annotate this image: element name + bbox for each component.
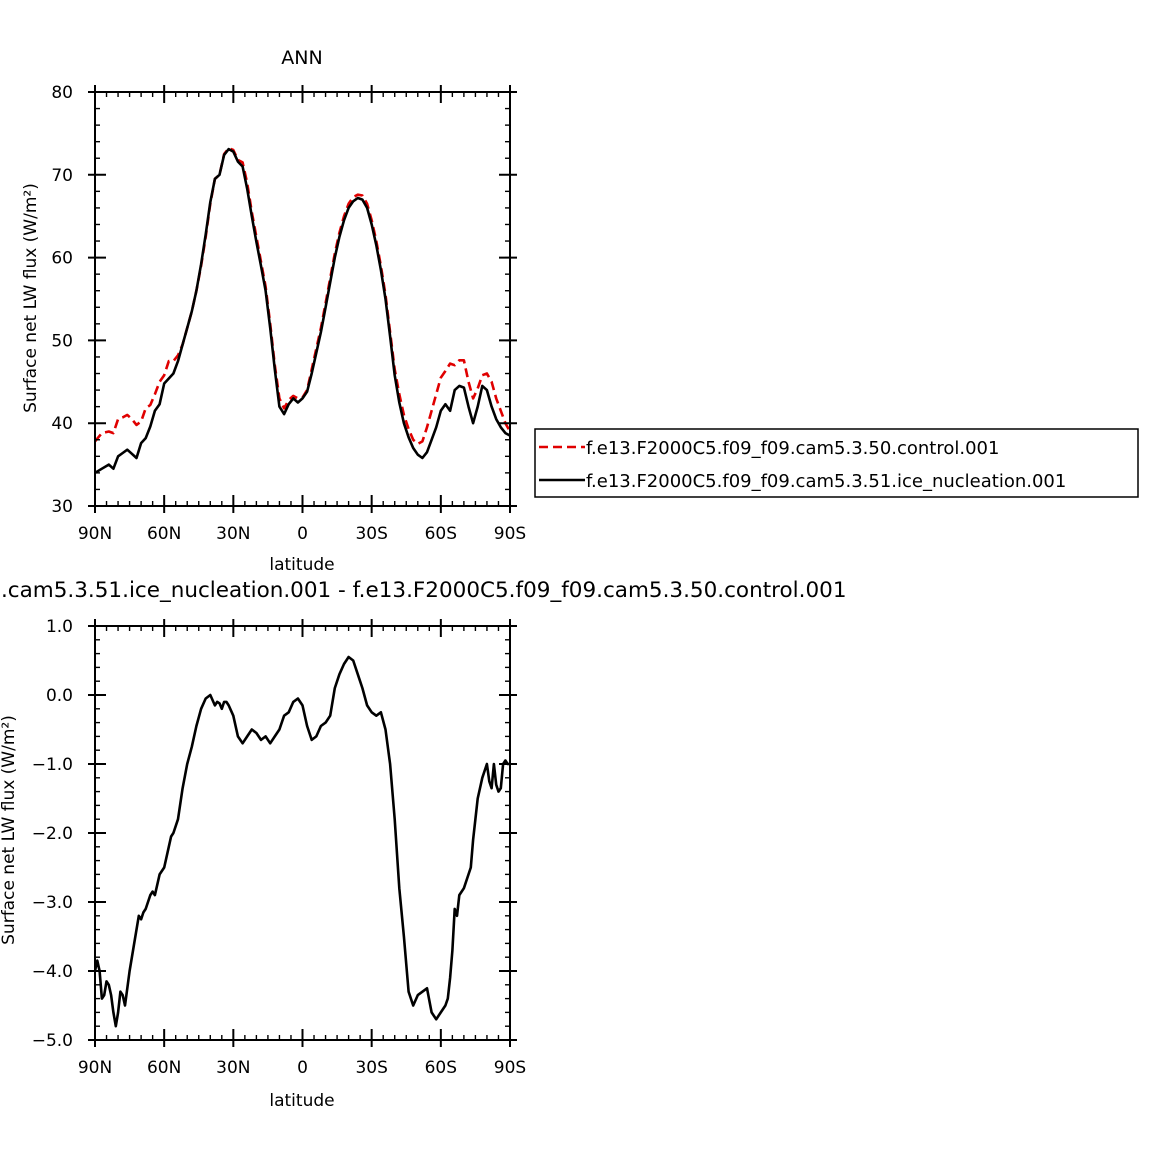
top-panel-y-axis-label: Surface net LW flux (W/m²)	[21, 183, 41, 413]
bottom-panel-axes: 90N 60N 30N 0 30S 60S 90S −5.0 −4.0 −3.0 −2.0 −1.0 0…	[32, 617, 527, 1078]
top-y-tick-label: 40	[51, 414, 73, 434]
top-panel: ANN 90N 60N 30N 0 30S 60S 90S 30 40 50 60 70 80 lati…	[21, 47, 526, 575]
bottom-series-line-difference	[95, 655, 510, 1028]
top-panel-series	[95, 147, 510, 475]
bottom-x-tick-label: 90S	[494, 1058, 526, 1078]
bottom-y-tick-label: −4.0	[32, 962, 73, 982]
bottom-y-tick-label: −1.0	[32, 755, 73, 775]
bottom-x-tick-label: 60N	[147, 1058, 181, 1078]
top-x-tick-label: 30S	[355, 524, 387, 544]
bottom-y-tick-label: −2.0	[32, 824, 73, 844]
bottom-x-tick-label: 60S	[425, 1058, 457, 1078]
bottom-panel-title: f.e13.F2000C5.f09_f09.cam5.3.51.ice_nucl…	[0, 578, 847, 603]
legend-entry-ice-nucleation: f.e13.F2000C5.f09_f09.cam5.3.51.ice_nucl…	[586, 471, 1066, 492]
bottom-y-tick-label: −5.0	[32, 1031, 73, 1051]
bottom-x-tick-label: 30N	[216, 1058, 250, 1078]
top-plot-frame	[94, 91, 511, 507]
bottom-plot-frame	[94, 625, 511, 1041]
legend: f.e13.F2000C5.f09_f09.cam5.3.50.control.…	[534, 428, 1139, 498]
bottom-panel: f.e13.F2000C5.f09_f09.cam5.3.51.ice_nucl…	[0, 578, 847, 1111]
legend-entry-control: f.e13.F2000C5.f09_f09.cam5.3.50.control.…	[586, 438, 999, 459]
top-panel-x-axis-label: latitude	[269, 555, 334, 575]
top-x-tick-label: 60N	[147, 524, 181, 544]
legend-box	[534, 428, 1139, 498]
top-y-tick-label: 80	[51, 83, 73, 103]
top-x-tick-label: 90N	[78, 524, 112, 544]
top-y-tick-label: 30	[51, 497, 73, 517]
bottom-y-tick-label: 1.0	[46, 617, 73, 637]
bottom-x-tick-label: 0	[297, 1058, 308, 1078]
bottom-panel-x-axis-label: latitude	[269, 1091, 334, 1111]
bottom-panel-series	[95, 655, 510, 1028]
top-panel-axes: 90N 60N 30N 0 30S 60S 90S 30 40 50 60 70 80	[51, 83, 526, 544]
top-x-tick-label: 90S	[494, 524, 526, 544]
top-y-tick-label: 50	[51, 331, 73, 351]
top-panel-title: ANN	[281, 47, 322, 69]
bottom-y-tick-label: 0.0	[46, 686, 73, 706]
top-x-tick-label: 0	[297, 524, 308, 544]
top-y-tick-label: 70	[51, 166, 73, 186]
top-x-tick-label: 30N	[216, 524, 250, 544]
bottom-panel-y-axis-label: Surface net LW flux (W/m²)	[0, 715, 19, 945]
top-x-tick-label: 60S	[425, 524, 457, 544]
bottom-x-tick-label: 30S	[355, 1058, 387, 1078]
top-y-tick-label: 60	[51, 249, 73, 269]
top-series-line-ice-nucleation	[95, 147, 510, 475]
bottom-x-tick-label: 90N	[78, 1058, 112, 1078]
bottom-y-tick-label: −3.0	[32, 893, 73, 913]
